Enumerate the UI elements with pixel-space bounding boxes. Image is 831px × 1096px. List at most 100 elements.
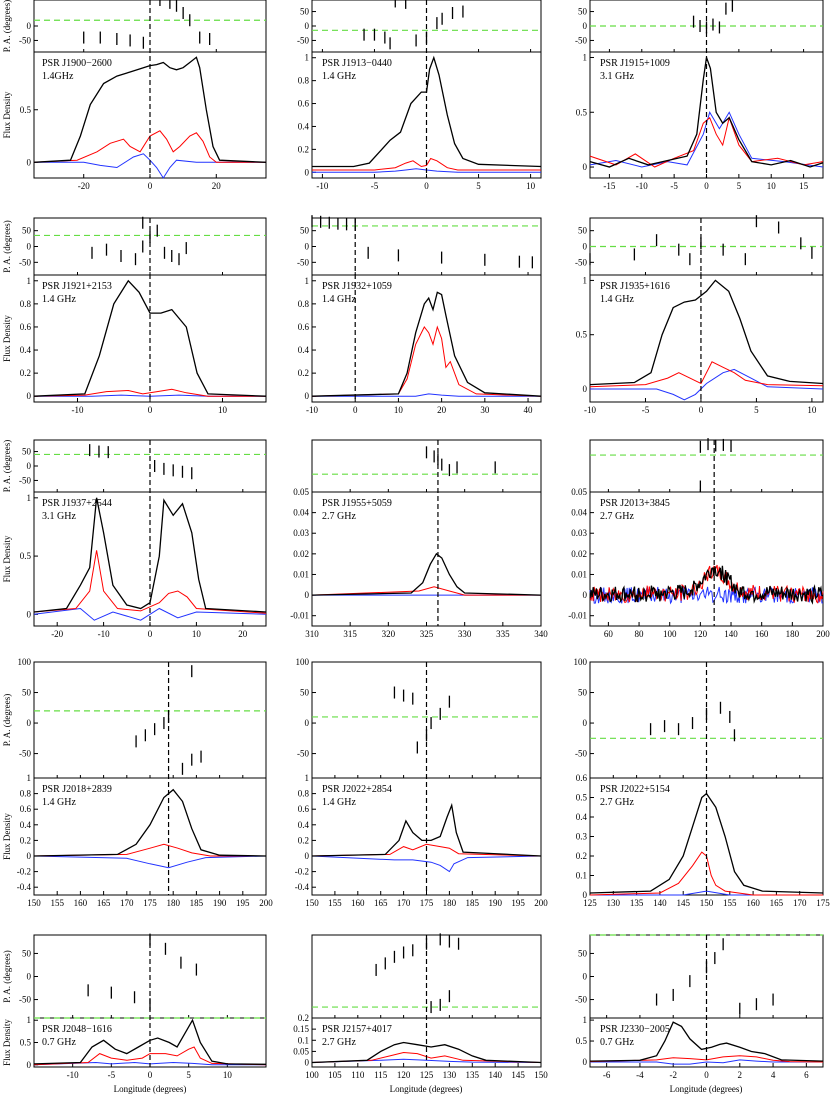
x-tick-label: 330 [458, 629, 472, 639]
y-tick-label: 1 [27, 276, 32, 286]
linear-pol-line [312, 157, 541, 171]
x-tick-label: -5 [371, 181, 379, 191]
x-tick-label: 15 [799, 181, 809, 191]
x-tick-label: 115 [374, 1070, 388, 1080]
chart-panel: 310 315 320 325 330 335 340 0.05 0.04 0.03 0.02 0.0… [290, 439, 548, 639]
pa-y-tick-label: -50 [297, 35, 309, 45]
x-tick-label: 150 [700, 898, 714, 908]
x-tick-label: 190 [213, 898, 227, 908]
x-tick-label: -15 [603, 181, 615, 191]
pa-y-tick-label: 0 [583, 242, 588, 252]
pa-y-tick-label: 50 [578, 948, 588, 958]
x-tick-label: 10 [192, 629, 202, 639]
x-tick-label: 80 [635, 629, 645, 639]
x-tick-label: 195 [236, 898, 250, 908]
x-tick-label: 150 [305, 898, 319, 908]
y-tick-label: 0.3 [576, 832, 588, 842]
linear-pol-line [33, 843, 266, 857]
chart-panel: 100 105 110 115 120 125 130 135 140 145 150 0.20.15… [293, 933, 548, 1080]
y-tick-label: 0 [27, 157, 32, 167]
x-tick-label: 60 [604, 629, 614, 639]
x-tick-label: 315 [343, 629, 357, 639]
observing-frequency: 3.1 GHz [600, 71, 634, 82]
circular-pol-line [33, 855, 267, 869]
total-intensity-line [33, 279, 267, 397]
y-tick-label: 1 [305, 53, 310, 63]
y-tick-label: 0.04 [293, 508, 309, 518]
pulsar-name: PSR J2022+2854 [322, 784, 392, 795]
x-tick-label: -10 [67, 1070, 79, 1080]
circular-pol-line [312, 393, 541, 397]
y-tick-label: 0.6 [298, 99, 310, 109]
circular-pol-line [590, 1059, 823, 1065]
pa-y-tick-label: 100 [574, 657, 588, 667]
x-tick-label: 180 [786, 629, 800, 639]
pulsar-name: PSR J2157+4017 [322, 1024, 392, 1035]
total-intensity-line [33, 788, 267, 857]
y-tick-label: 1 [27, 1015, 32, 1025]
circular-pol-line [33, 607, 267, 621]
x-tick-label: -4 [636, 1070, 644, 1080]
y-tick-label: 0.8 [20, 299, 32, 309]
total-intensity-line [33, 1018, 267, 1065]
x-tick-label: 5 [754, 405, 759, 415]
pa-axis-label: P. A. (degrees) [2, 950, 12, 1003]
y-tick-label: 0.6 [576, 773, 588, 783]
flux-panel-frame [589, 777, 824, 896]
x-tick-label: -10 [72, 405, 84, 415]
x-tick-label: 130 [607, 898, 621, 908]
pulsar-name: PSR J1932+1059 [322, 281, 392, 292]
x-tick-label: 110 [351, 1070, 365, 1080]
y-tick-label: 0 [583, 1057, 588, 1067]
y-tick-label: -0.4 [295, 882, 310, 892]
observing-frequency: 1.4 GHz [322, 294, 356, 305]
x-tick-label: 200 [534, 898, 548, 908]
y-tick-label: 0.04 [571, 508, 587, 518]
y-tick-label: 0 [305, 590, 310, 600]
circular-pol-line [590, 368, 824, 401]
flux-axis-label: Flux Density [2, 315, 12, 362]
pulsar-name: PSR J1915+1009 [600, 58, 670, 69]
y-tick-label: 0.6 [298, 804, 310, 814]
x-tick-label: 140 [488, 1070, 502, 1080]
pa-y-tick-label: 50 [22, 447, 32, 457]
y-tick-label: 0.15 [293, 1024, 309, 1034]
pa-y-tick-label: -50 [19, 257, 31, 267]
pulsar-name: PSR J1935+1616 [600, 281, 670, 292]
pa-y-tick-label: 50 [578, 226, 588, 236]
y-tick-label: 1 [27, 493, 32, 503]
chart-panel: 60 80 100 120 140 160 180 200 0.05 0.04 0.03 0.02 0.… [568, 438, 830, 639]
chart-panel: -20 -10 0 10 20 0 0.5 1 50 0 -50 PSR J1937+2544 3.1 … [2, 439, 267, 639]
pa-y-tick-label: 50 [22, 948, 32, 958]
y-tick-label: 0 [27, 1060, 32, 1070]
x-tick-label: 140 [724, 629, 738, 639]
pa-y-tick-label: 0 [27, 461, 32, 471]
flux-panel-frame [311, 777, 542, 896]
y-tick-label: 0.6 [298, 322, 310, 332]
pa-axis-label: P. A. (degrees) [2, 220, 12, 273]
y-tick-label: 0.4 [298, 121, 310, 131]
y-tick-label: 0.01 [571, 569, 587, 579]
observing-frequency: 1.4 GHz [600, 294, 634, 305]
y-tick-label: 0.01 [293, 569, 309, 579]
y-tick-label: 0.6 [20, 804, 32, 814]
pa-y-tick-label: -50 [575, 35, 587, 45]
x-tick-label: 30 [480, 405, 490, 415]
x-tick-label: 125 [583, 898, 597, 908]
y-tick-label: 0.8 [298, 299, 310, 309]
y-tick-label: 0.1 [576, 871, 587, 881]
y-tick-label: 0.5 [20, 1038, 32, 1048]
y-tick-label: 0.8 [20, 789, 32, 799]
x-tick-label: 4 [771, 1070, 776, 1080]
pa-y-tick-label: -50 [575, 257, 587, 267]
circular-pol-line [311, 855, 542, 873]
circular-pol-line [311, 1058, 542, 1063]
x-tick-label: 195 [511, 898, 525, 908]
x-tick-label: -20 [51, 629, 63, 639]
y-tick-label: 0.2 [20, 368, 31, 378]
y-tick-label: 1 [583, 52, 588, 62]
observing-frequency: 2.7 GHz [600, 511, 634, 522]
x-tick-label: 170 [397, 898, 411, 908]
observing-frequency: 1.4 GHz [322, 797, 356, 808]
x-tick-label: 5 [476, 181, 481, 191]
